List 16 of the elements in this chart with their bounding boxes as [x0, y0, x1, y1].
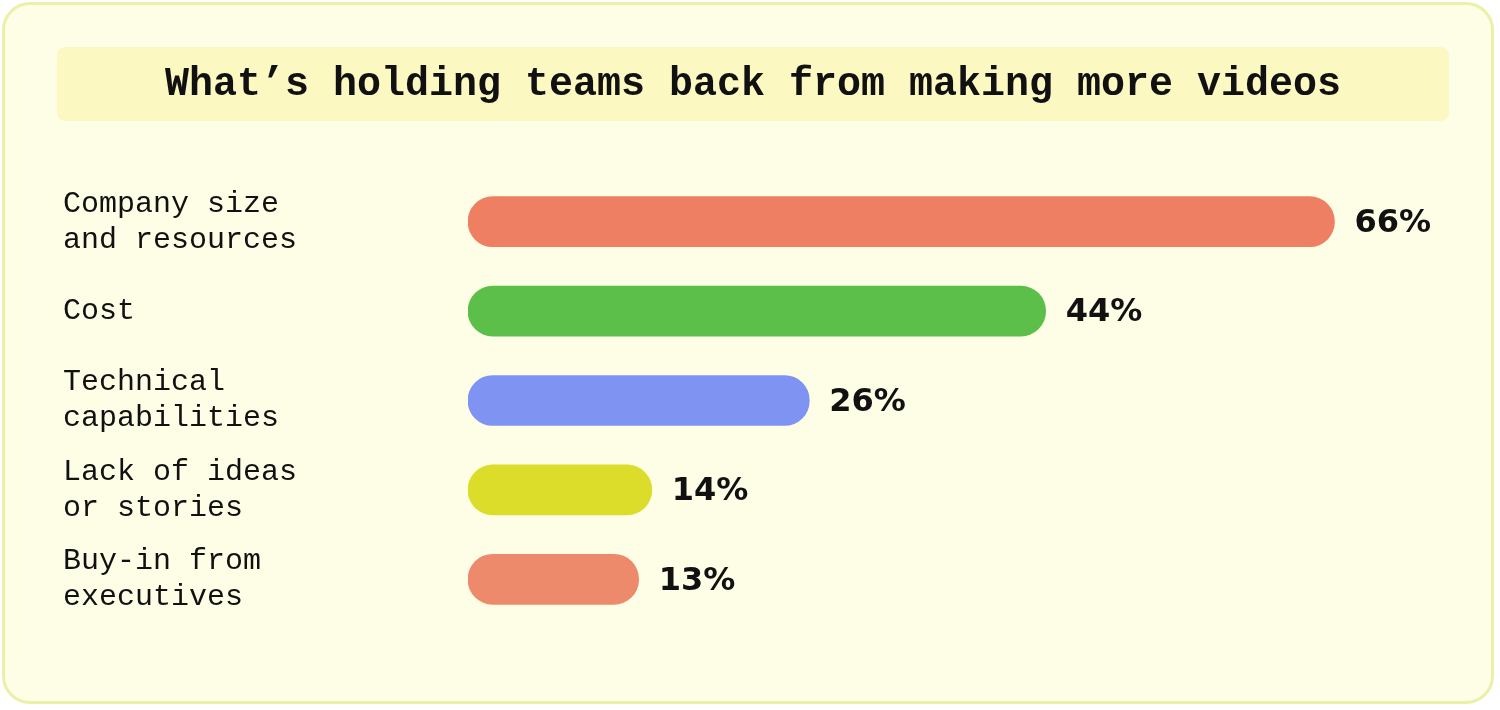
y-tick-label: Company size and resources	[63, 186, 298, 257]
bar	[468, 464, 653, 516]
data-label: 13%	[658, 559, 736, 598]
data-label: 66%	[1354, 202, 1432, 241]
y-tick-label: Technical capabilities	[63, 365, 280, 436]
bar	[468, 285, 1046, 337]
y-tick-label: Lack of ideas or stories	[63, 454, 298, 525]
bar	[468, 375, 810, 426]
data-label: 44%	[1065, 291, 1143, 330]
data-label: 14%	[671, 470, 749, 509]
y-tick-label: Cost	[63, 294, 136, 329]
data-label: 26%	[829, 380, 906, 419]
bar	[468, 553, 639, 605]
bar	[468, 196, 1335, 248]
chart-title: What’s holding teams back from making more videos	[57, 47, 1449, 121]
y-tick-label: Buy-in from executives	[63, 544, 262, 615]
